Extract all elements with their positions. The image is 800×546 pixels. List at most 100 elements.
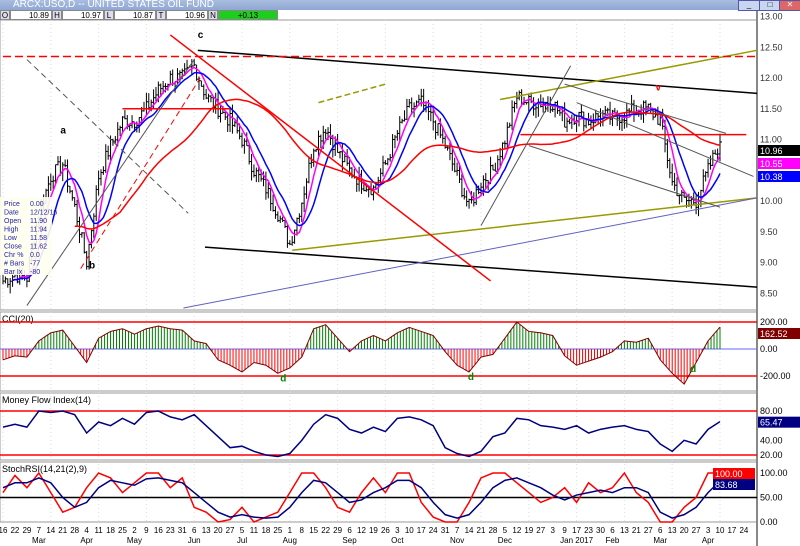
- x-tick-label: 25: [118, 526, 127, 535]
- info-value: -80: [30, 269, 40, 276]
- mfi-tick-label: 40.00: [760, 435, 783, 445]
- trend-line: [564, 83, 727, 134]
- x-tick-label: 29: [22, 526, 31, 535]
- trend-line: [80, 77, 201, 269]
- last-value: 10.96: [166, 10, 208, 20]
- last-value-tag: [758, 158, 800, 169]
- cci-line: [2, 321, 721, 385]
- maximize-button[interactable]: □: [759, 0, 781, 11]
- x-tick-label: 7: [455, 526, 460, 535]
- trend-line: [26, 59, 195, 306]
- open-key: O: [0, 10, 10, 20]
- x-month-label: Dec: [498, 536, 512, 545]
- x-tick-label: 21: [632, 526, 641, 535]
- last-value-tag: [758, 145, 800, 156]
- x-tick-label: 12: [512, 526, 521, 535]
- stoch-last-tag: [713, 468, 755, 479]
- x-tick-label: 11: [94, 526, 103, 535]
- x-tick-label: 19: [369, 526, 378, 535]
- x-tick-label: 13: [620, 526, 629, 535]
- wave-label: b: [89, 261, 95, 272]
- x-tick-label: 13: [202, 526, 211, 535]
- cci-title: CCI(20): [2, 314, 34, 324]
- stoch-d-line: [2, 477, 721, 519]
- change-key: N: [208, 10, 218, 20]
- x-tick-label: 25: [273, 526, 282, 535]
- x-tick-label: 18: [106, 526, 115, 535]
- x-tick-label: 30: [596, 526, 605, 535]
- x-tick-label: 14: [46, 526, 55, 535]
- minimize-button[interactable]: _: [738, 0, 760, 11]
- last-value-text: 10.38: [760, 172, 783, 182]
- x-tick-label: 2: [132, 526, 137, 535]
- trend-line: [292, 197, 758, 251]
- x-tick-label: 23: [584, 526, 593, 535]
- low-value: 10.87: [114, 10, 156, 20]
- x-tick-label: 7: [37, 526, 42, 535]
- close-button[interactable]: ✕: [779, 0, 800, 11]
- x-tick-label: 12: [357, 526, 366, 535]
- x-tick-label: 11: [250, 526, 259, 535]
- x-tick-label: 22: [321, 526, 330, 535]
- x-tick-label: 6: [658, 526, 663, 535]
- ma-slow-line: [74, 98, 721, 230]
- info-box: [0, 197, 52, 275]
- stoch-tick-label: 50.00: [760, 493, 783, 503]
- wave-label: c: [198, 30, 204, 41]
- x-tick-label: 21: [477, 526, 486, 535]
- x-tick-label: 5: [240, 526, 245, 535]
- info-value: 11.58: [30, 235, 47, 242]
- trend-line: [169, 34, 492, 282]
- open-value: 10.89: [10, 10, 52, 20]
- info-value: 0.0: [30, 252, 40, 259]
- x-tick-label: 9: [562, 526, 567, 535]
- stoch-tick-label: 100.00: [760, 468, 788, 478]
- stoch-title: StochRSI(14,21(2),9): [2, 464, 87, 474]
- x-month-label: Feb: [606, 536, 620, 545]
- x-tick-label: 6: [192, 526, 197, 535]
- cci-last-tag: [758, 328, 800, 339]
- mfi-line: [2, 410, 721, 458]
- x-month-label: May: [127, 536, 142, 545]
- x-tick-label: 13: [668, 526, 677, 535]
- price-tick-label: 11.00: [760, 135, 782, 145]
- x-tick-label: 20: [214, 526, 223, 535]
- cci-label: d: [468, 372, 474, 383]
- x-month-label: Sep: [342, 536, 357, 545]
- x-tick-label: 24: [739, 526, 748, 535]
- ma-mid-line: [12, 71, 721, 282]
- price-tick-label: 12.00: [760, 73, 783, 83]
- trend-line: [204, 246, 758, 288]
- cci-tick-label: -200.00: [760, 371, 791, 381]
- x-tick-label: 27: [226, 526, 235, 535]
- x-tick-label: 28: [70, 526, 79, 535]
- trend-line: [197, 49, 758, 95]
- info-value: 11.62: [30, 244, 47, 251]
- x-tick-label: 17: [727, 526, 736, 535]
- last-value-tag: [758, 171, 800, 182]
- trend-line: [26, 59, 189, 214]
- price-tick-label: 11.50: [760, 104, 782, 114]
- x-tick-label: 3: [395, 526, 400, 535]
- info-label: Close: [4, 244, 22, 251]
- info-value: 11.90: [30, 218, 47, 225]
- low-key: L: [104, 10, 114, 20]
- x-tick-label: 19: [524, 526, 533, 535]
- x-tick-label: 31: [178, 526, 187, 535]
- x-tick-label: 31: [441, 526, 450, 535]
- mfi-tick-label: 80.00: [760, 406, 783, 416]
- x-tick-label: 3: [550, 526, 555, 535]
- high-value: 10.97: [62, 10, 104, 20]
- x-tick-label: 22: [10, 526, 19, 535]
- wave-label: v: [655, 82, 661, 93]
- x-month-label: Apr: [702, 536, 715, 545]
- info-label: Chr %: [4, 252, 23, 259]
- x-tick-label: 5: [503, 526, 508, 535]
- x-month-label: Mar: [32, 536, 46, 545]
- x-tick-label: 28: [488, 526, 497, 535]
- price-tick-label: 10.00: [760, 196, 783, 206]
- price-tick-label: 13.00: [760, 12, 783, 22]
- x-tick-label: 16: [0, 526, 8, 535]
- last-value-text: 10.96: [760, 146, 783, 156]
